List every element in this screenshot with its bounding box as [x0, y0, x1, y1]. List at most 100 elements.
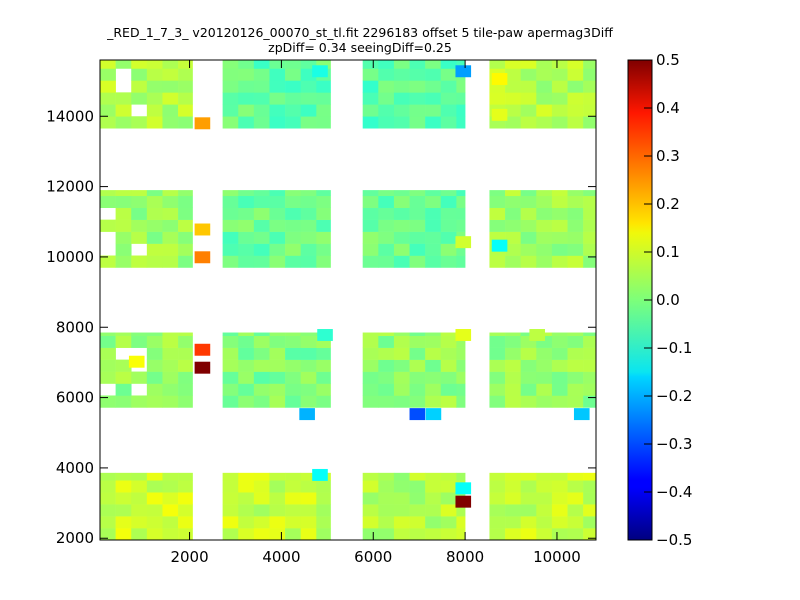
heatmap-cell: [178, 359, 193, 372]
heatmap-cell: [489, 195, 506, 208]
heatmap-cell: [378, 68, 395, 81]
heatmap-cell: [520, 504, 537, 517]
heatmap-cell: [253, 347, 270, 360]
heatmap-cell: [162, 60, 179, 69]
heatmap-cell: [100, 492, 116, 505]
heatmap-cell: [440, 480, 457, 493]
heatmap-cell: [222, 472, 239, 481]
heatmap-cell: [440, 332, 457, 336]
heatmap-cell: [425, 335, 442, 348]
heatmap-cell: [222, 359, 239, 372]
heatmap-cell: [316, 243, 331, 256]
heatmap-cell: [362, 92, 379, 105]
heatmap-cell: [409, 104, 426, 117]
heatmap-cell: [440, 231, 457, 244]
heatmap-cell: [178, 516, 193, 529]
heatmap-cell: [178, 528, 193, 541]
heatmap-cell: [100, 395, 116, 408]
heatmap-cell: [456, 195, 466, 208]
heatmap-cell: [456, 359, 466, 372]
heatmap-cell: [300, 516, 317, 529]
heatmap-cell: [253, 116, 270, 129]
heatmap-cell: [253, 383, 270, 396]
heatmap-cell: [505, 104, 521, 117]
heatmap-cell: [316, 492, 331, 505]
heatmap-cell: [440, 207, 457, 220]
heatmap-cell: [393, 255, 410, 268]
heatmap-cell: [269, 504, 286, 517]
heatmap-cell: [285, 219, 301, 232]
heatmap-cell: [115, 195, 132, 208]
heatmap-cell: [425, 383, 442, 396]
heatmap-cell: [440, 504, 457, 517]
heatmap-cell: [238, 243, 255, 256]
heatmap-cell: [131, 332, 148, 336]
heatmap-cell: [162, 219, 179, 232]
heatmap-cell: [162, 243, 179, 256]
heatmap-cell: [425, 528, 442, 541]
heatmap-cell: [253, 480, 270, 493]
heatmap-cell: [551, 335, 568, 348]
heatmap-cell: [425, 472, 442, 481]
heatmap-cell: [489, 60, 506, 69]
heatmap-cell: [285, 383, 301, 396]
heatmap-cell: [100, 371, 116, 384]
colorbar-tick-label: −0.1: [656, 339, 692, 357]
heatmap-cell: [378, 190, 395, 197]
heatmap-cell: [425, 68, 442, 81]
heatmap-cell: [583, 528, 597, 541]
heatmap-cell: [238, 68, 255, 81]
heatmap-cell: [178, 207, 193, 220]
heatmap-cell: [440, 472, 457, 481]
heatmap-cell: [146, 347, 163, 360]
heatmap-cell: [178, 504, 193, 517]
heatmap-cell: [378, 116, 395, 129]
heatmap-cell: [409, 335, 426, 348]
heatmap-cell: [409, 68, 426, 81]
heatmap-cell: [583, 371, 597, 384]
heatmap-cell: [269, 207, 286, 220]
heatmap-cell: [285, 116, 301, 129]
heatmap-cell: [146, 231, 163, 244]
heatmap-cell: [409, 92, 426, 105]
heatmap-cell: [440, 255, 457, 268]
heatmap-cell: [393, 92, 410, 105]
heatmap-cell: [253, 60, 270, 69]
heatmap-cell: [238, 335, 255, 348]
heatmap-cell: [238, 528, 255, 541]
heatmap-cell: [489, 480, 506, 493]
heatmap-cell: [222, 80, 239, 93]
heatmap-cell: [269, 68, 286, 81]
heatmap-cell: [551, 371, 568, 384]
heatmap-cell: [316, 116, 331, 129]
heatmap-cell: [456, 371, 466, 384]
heatmap-cell: [425, 359, 442, 372]
heatmap-outlier-cell: [128, 355, 145, 368]
heatmap-cell: [269, 190, 286, 197]
heatmap-cell: [300, 243, 317, 256]
heatmap-cell: [300, 60, 317, 69]
heatmap-cell: [269, 528, 286, 541]
heatmap-outlier-cell: [194, 343, 211, 356]
heatmap-cell: [178, 195, 193, 208]
heatmap-cell: [162, 190, 179, 197]
heatmap-cell: [567, 219, 584, 232]
heatmap-cell: [131, 207, 148, 220]
heatmap-cell: [393, 195, 410, 208]
heatmap-cell: [146, 207, 163, 220]
heatmap-cell: [115, 472, 132, 481]
heatmap-cell: [505, 480, 521, 493]
y-tick-label: 4000: [56, 459, 94, 477]
heatmap-cell: [536, 383, 553, 396]
heatmap-cell: [100, 190, 116, 197]
heatmap-cell: [536, 92, 553, 105]
heatmap-cell: [178, 219, 193, 232]
heatmap-cell: [316, 190, 331, 197]
heatmap-cell: [222, 347, 239, 360]
heatmap-cell: [583, 395, 597, 408]
heatmap-cell: [551, 347, 568, 360]
heatmap-cell: [378, 480, 395, 493]
heatmap-cell: [505, 395, 521, 408]
heatmap-cell: [520, 347, 537, 360]
heatmap-cell: [316, 207, 331, 220]
